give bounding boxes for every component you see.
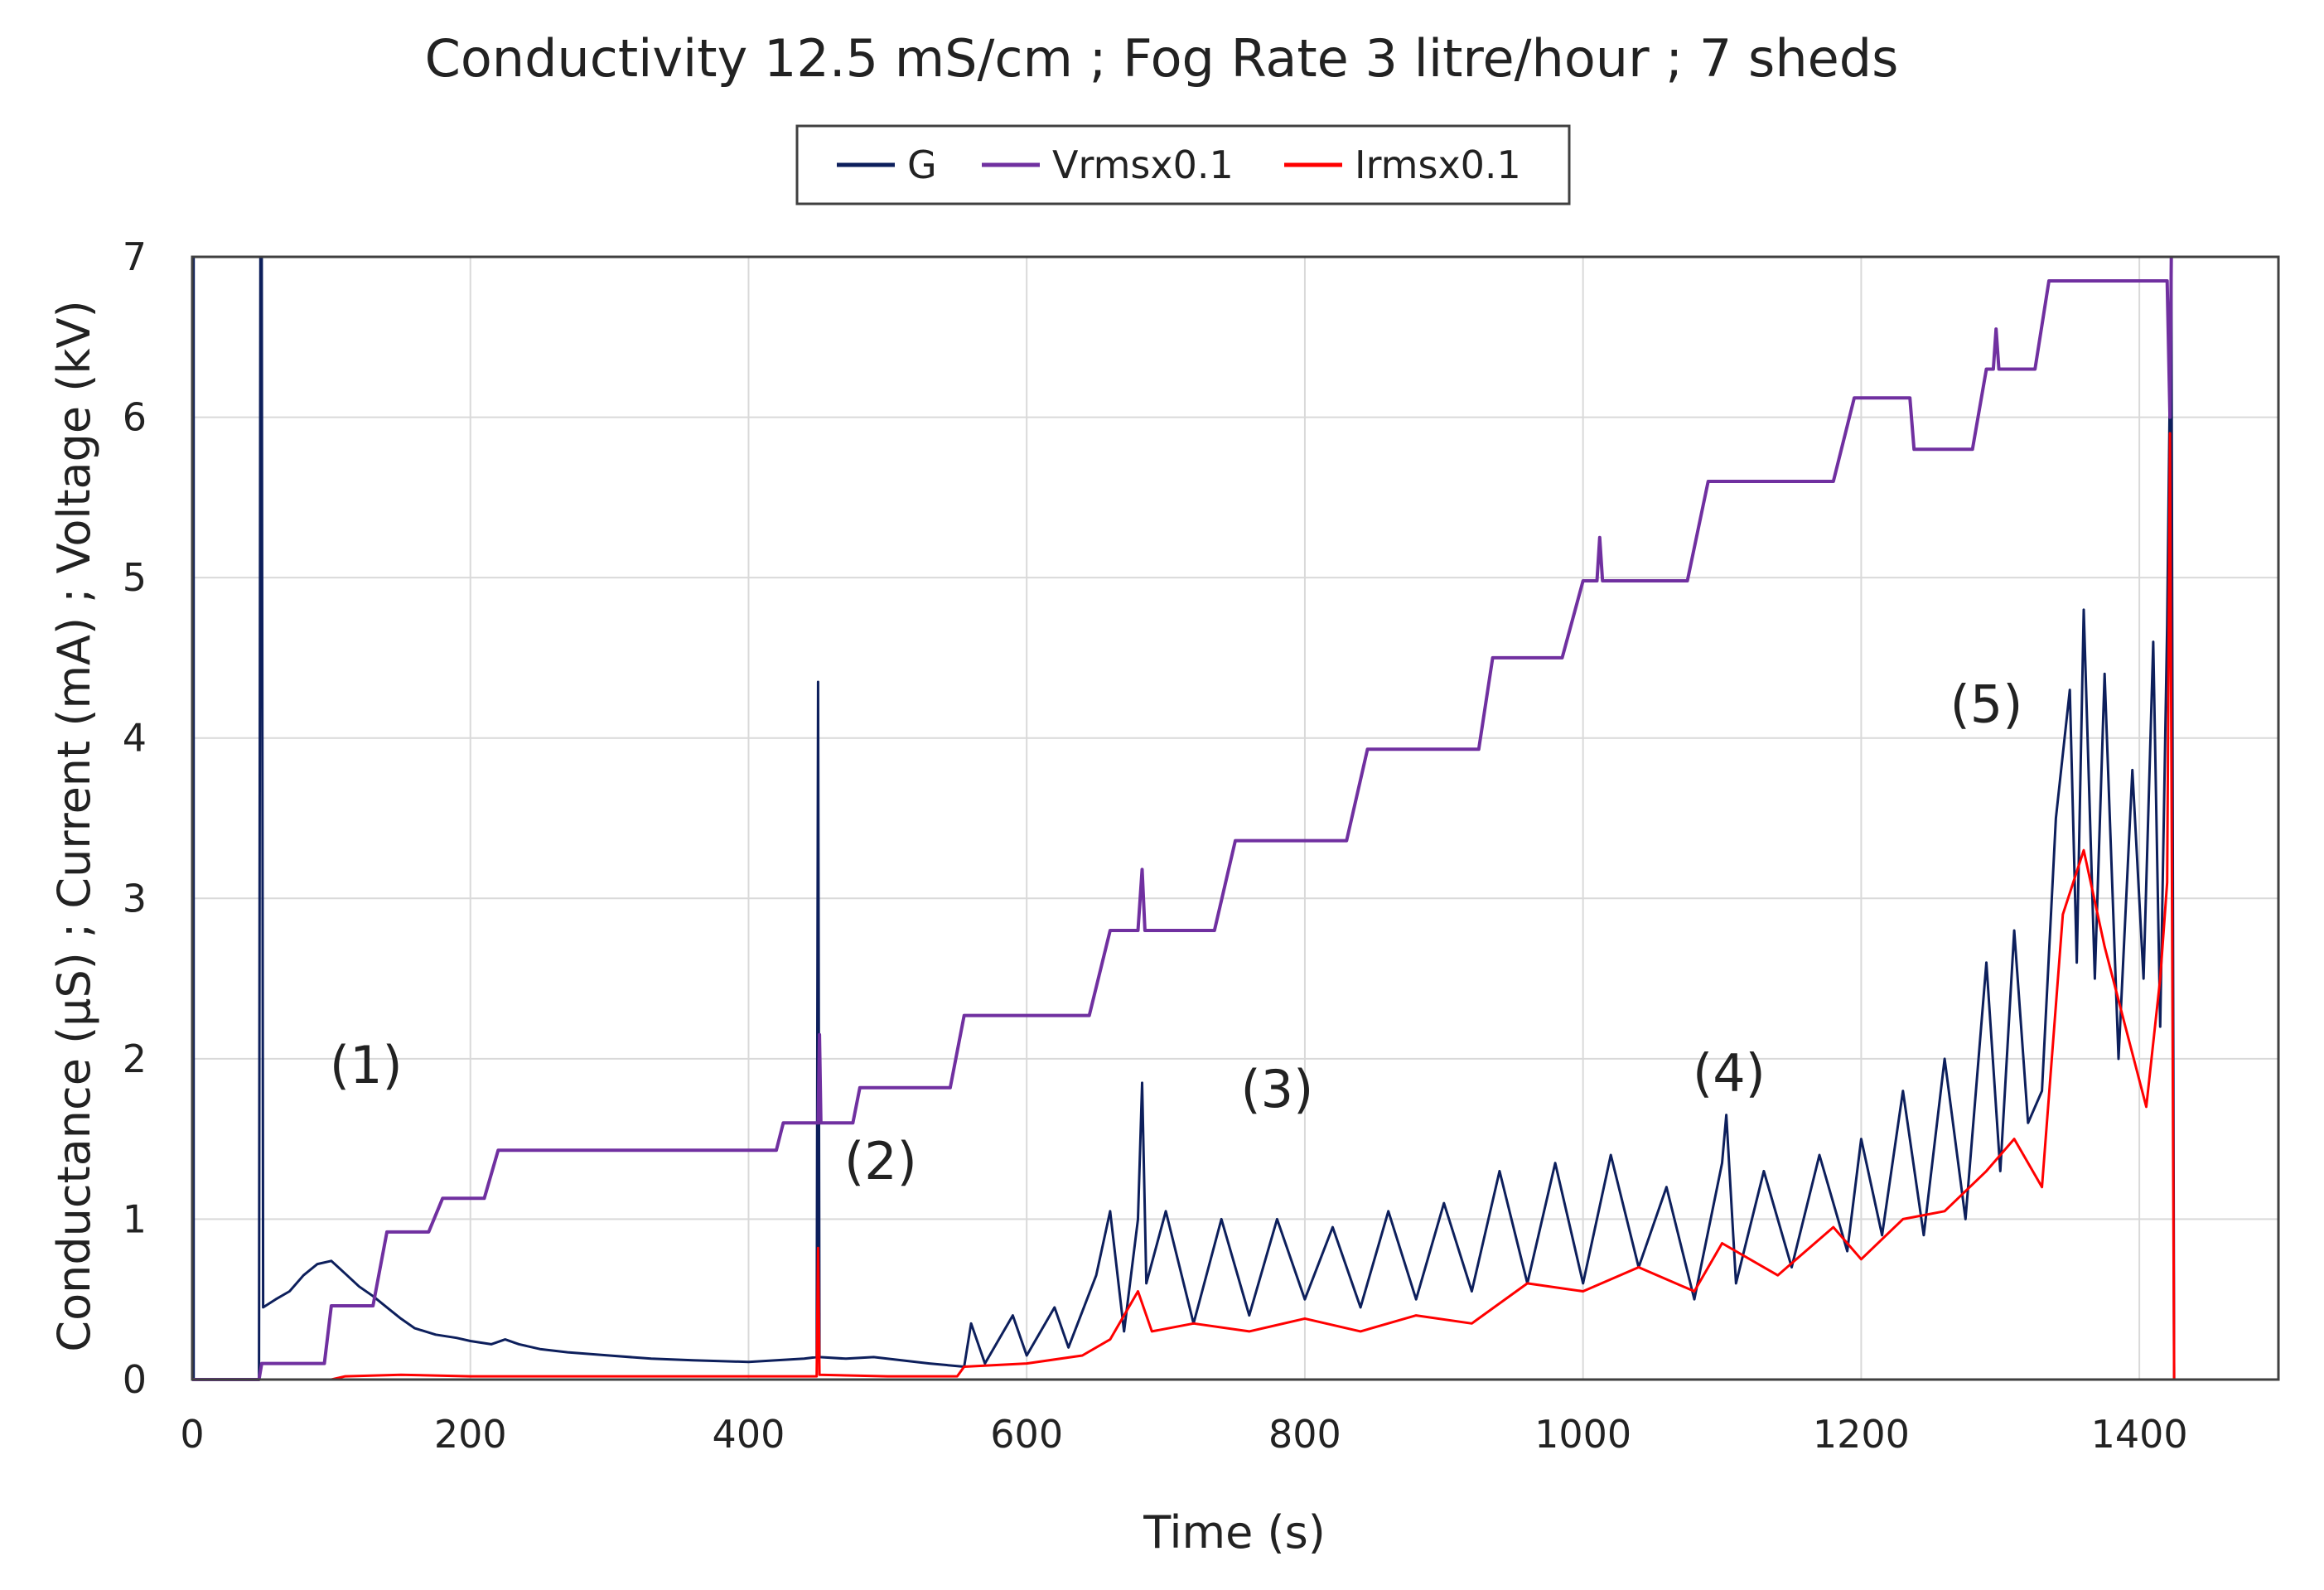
x-tick-label: 1200 [1813, 1412, 1910, 1457]
x-axis-ticks: 0 200 400 600 800 1000 1200 1400 [180, 1412, 2187, 1457]
y-tick-label: 7 [123, 234, 147, 279]
annotation-label: (1) [330, 1035, 403, 1095]
annotation-label: (4) [1693, 1043, 1766, 1104]
x-tick-label: 1000 [1534, 1412, 1631, 1457]
x-axis-label: Time (s) [1143, 1506, 1326, 1559]
legend: G Vrmsx0.1 Irmsx0.1 [795, 124, 1571, 205]
legend-box [795, 124, 1571, 205]
series-layer [191, 255, 2176, 1381]
plot-area-frame [191, 255, 2280, 1381]
annotation-label: (2) [844, 1131, 917, 1191]
annotations: (1) (2) (3) (4) (5) [330, 674, 2022, 1191]
annotation-label: (3) [1240, 1059, 1313, 1119]
y-axis-label: Conductance (μS) ; Current (mA) ; Voltag… [48, 300, 100, 1351]
y-tick-label: 5 [123, 555, 147, 600]
y-tick-label: 3 [123, 876, 147, 921]
x-tick-label: 800 [1268, 1412, 1341, 1457]
y-tick-label: 1 [123, 1196, 147, 1241]
x-tick-label: 600 [990, 1412, 1063, 1457]
y-axis-ticks: 0 1 2 3 4 5 6 7 [123, 234, 147, 1402]
series-line-g [191, 255, 2176, 1381]
chart-title: Conductivity 12.5 mS/cm ; Fog Rate 3 lit… [425, 28, 1899, 89]
y-tick-label: 4 [123, 716, 147, 761]
x-tick-label: 0 [180, 1412, 204, 1457]
legend-label-irms: Irmsx0.1 [1355, 143, 1521, 187]
series-line-irmsx0-1 [192, 432, 2176, 1381]
x-tick-label: 1400 [2091, 1412, 2188, 1457]
y-tick-label: 0 [123, 1357, 147, 1402]
y-tick-label: 6 [123, 395, 147, 440]
series-line-vrmsx0-1 [192, 256, 2173, 1381]
x-tick-label: 200 [434, 1412, 507, 1457]
legend-label-g: G [907, 143, 937, 187]
y-tick-label: 2 [123, 1037, 147, 1081]
x-tick-label: 400 [713, 1412, 785, 1457]
annotation-label: (5) [1950, 674, 2023, 734]
legend-label-vrms: Vrmsx0.1 [1052, 143, 1234, 187]
